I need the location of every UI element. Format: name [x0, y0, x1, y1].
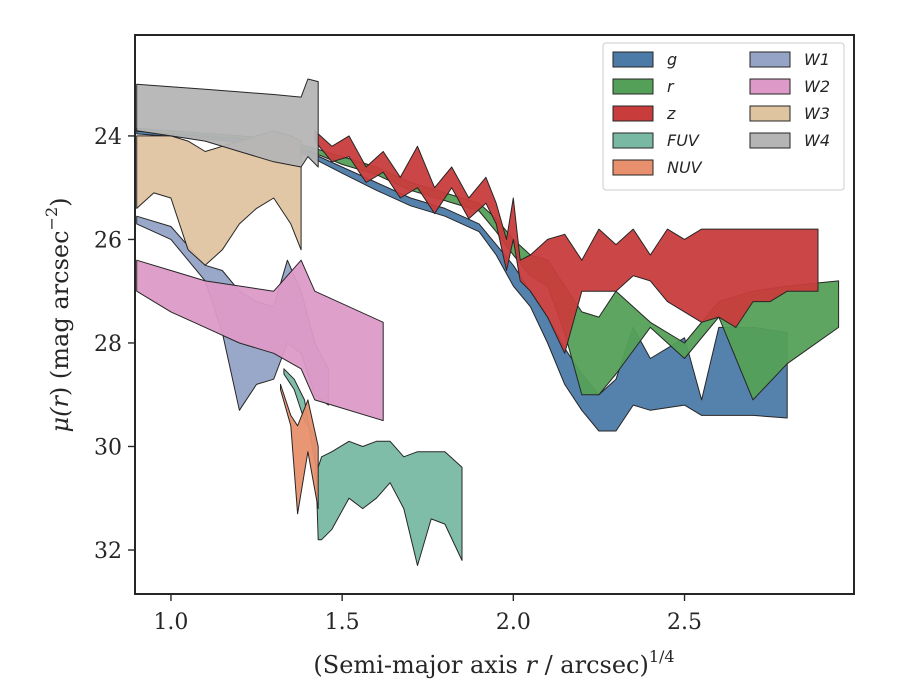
y-axis-label: μ(r) (mag arcsec−2) — [42, 197, 74, 432]
legend-swatch-fuv — [612, 132, 654, 149]
legend-swatch-w2 — [749, 78, 791, 95]
legend-label-nuv: NUV — [667, 158, 703, 177]
legend-swatch-nuv — [612, 159, 654, 176]
x-tick-label: 2.5 — [667, 610, 702, 635]
legend-label-w2: W2 — [804, 77, 830, 96]
band-w4 — [136, 78, 319, 168]
legend-label-z: z — [666, 104, 676, 123]
band-nuv — [280, 383, 319, 515]
x-tick-label: 2.0 — [496, 610, 531, 635]
legend-label-w3: W3 — [804, 104, 830, 123]
band-z — [314, 130, 819, 354]
y-tick-label: 28 — [94, 332, 122, 357]
x-axis: 1.0 1.5 2.0 2.5 — [153, 594, 702, 635]
band-fuv — [283, 368, 463, 566]
plot-area — [136, 78, 840, 566]
legend-swatch-w1 — [749, 51, 791, 68]
legend-label-fuv: FUV — [667, 131, 700, 150]
band-w3 — [136, 130, 302, 266]
legend-label-g: g — [667, 50, 677, 69]
x-tick-label: 1.5 — [325, 610, 360, 635]
legend-swatch-w3 — [749, 105, 791, 122]
axes-frame — [134, 34, 855, 595]
y-tick-label: 26 — [94, 228, 122, 253]
legend-swatch-r — [612, 78, 654, 95]
legend-label-r: r — [667, 77, 675, 96]
legend-label-w1: W1 — [804, 50, 830, 69]
legend-swatch-z — [612, 105, 654, 122]
legend-swatch-w4 — [749, 132, 791, 149]
legend-swatch-g — [612, 51, 654, 68]
x-tick-label: 1.0 — [153, 610, 188, 635]
y-tick-label: 32 — [94, 539, 122, 564]
y-tick-label: 24 — [94, 125, 122, 150]
y-tick-label: 30 — [94, 435, 122, 460]
y-axis: 24 26 28 30 32 — [94, 125, 135, 564]
x-axis-label: (Semi-major axis r / arcsec)1/4 — [313, 647, 674, 679]
legend: grz FUV NUV W1 W2 W3 W4 — [602, 42, 845, 191]
legend-label-w4: W4 — [804, 131, 830, 150]
band-w2 — [136, 259, 384, 422]
